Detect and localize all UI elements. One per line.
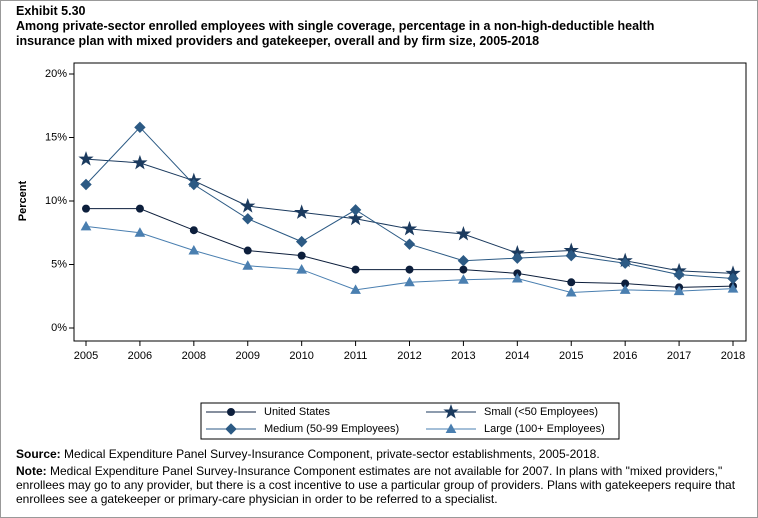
x-tick-label: 2011 xyxy=(344,350,368,362)
marker xyxy=(455,225,472,241)
marker xyxy=(82,204,90,213)
marker xyxy=(295,235,308,248)
marker xyxy=(294,204,310,219)
marker xyxy=(297,251,306,260)
marker xyxy=(673,268,685,281)
series-line xyxy=(85,158,734,274)
marker xyxy=(349,204,362,216)
marker xyxy=(401,220,418,236)
marker xyxy=(511,252,524,264)
x-tick-label: 2013 xyxy=(451,350,475,362)
marker xyxy=(188,178,200,191)
x-tick-label: 2010 xyxy=(289,350,313,362)
marker xyxy=(458,274,469,284)
marker xyxy=(132,154,148,170)
marker xyxy=(242,260,254,270)
marker xyxy=(727,272,739,285)
x-tick-label: 2014 xyxy=(505,350,529,362)
marker xyxy=(619,257,631,269)
marker xyxy=(619,284,631,294)
y-tick-label: 20% xyxy=(45,68,67,80)
marker xyxy=(78,151,94,166)
marker xyxy=(225,423,237,435)
marker xyxy=(242,213,254,225)
marker xyxy=(673,285,685,296)
marker xyxy=(135,204,144,213)
source-text: Medical Expenditure Panel Survey-Insuran… xyxy=(64,447,600,461)
x-tick-label: 2015 xyxy=(559,350,583,362)
marker xyxy=(457,254,470,267)
y-tick-label: 10% xyxy=(45,195,67,207)
note-label: Note: xyxy=(16,464,47,478)
marker xyxy=(727,283,739,293)
x-tick-label: 2005 xyxy=(74,350,98,362)
legend-box xyxy=(200,402,620,440)
chart-title: Among private-sector enrolled employees … xyxy=(16,19,655,48)
marker xyxy=(405,265,414,274)
source: Source: Medical Expenditure Panel Survey… xyxy=(16,447,751,461)
y-tick-label: 15% xyxy=(45,131,67,143)
x-tick-label: 2012 xyxy=(397,350,421,362)
marker xyxy=(243,246,252,255)
x-tick-label: 2018 xyxy=(721,350,745,362)
marker xyxy=(404,276,415,287)
marker xyxy=(565,286,577,297)
marker xyxy=(296,264,308,274)
marker xyxy=(459,265,468,274)
y-tick-label: 5% xyxy=(51,258,67,270)
marker xyxy=(240,198,256,213)
exhibit-label: Exhibit 5.30 xyxy=(16,4,86,18)
x-tick-label: 2006 xyxy=(128,350,152,362)
legend-label: Large (100+ Employees) xyxy=(484,423,605,435)
marker xyxy=(189,226,198,235)
marker xyxy=(567,278,576,287)
note: Note: Medical Expenditure Panel Survey-I… xyxy=(16,464,751,506)
series-line xyxy=(85,126,734,279)
marker xyxy=(403,238,416,250)
x-tick-label: 2017 xyxy=(667,350,691,362)
marker xyxy=(80,178,92,191)
header: Exhibit 5.30 Among private-sector enroll… xyxy=(16,4,716,49)
plot-frame xyxy=(73,62,747,342)
marker xyxy=(134,121,146,134)
legend-label: Medium (50-99 Employees) xyxy=(264,423,399,435)
marker xyxy=(511,272,523,283)
marker xyxy=(188,245,200,255)
y-axis-label: Percent xyxy=(17,180,29,221)
marker xyxy=(134,227,146,237)
legend-label: Small (<50 Employees) xyxy=(484,406,598,418)
x-tick-label: 2016 xyxy=(613,350,637,362)
legend-label: United States xyxy=(264,406,331,418)
marker xyxy=(443,403,459,419)
marker xyxy=(347,210,364,226)
footer: Source: Medical Expenditure Panel Survey… xyxy=(16,447,751,509)
marker xyxy=(565,249,577,262)
marker xyxy=(351,265,360,274)
marker xyxy=(445,423,457,433)
y-tick-label: 0% xyxy=(51,322,67,334)
note-text: Medical Expenditure Panel Survey-Insuran… xyxy=(16,464,736,506)
x-tick-label: 2008 xyxy=(182,350,206,362)
marker xyxy=(80,220,92,231)
x-tick-label: 2009 xyxy=(236,350,260,362)
marker xyxy=(350,284,361,294)
marker xyxy=(227,408,235,416)
source-label: Source: xyxy=(16,447,61,461)
